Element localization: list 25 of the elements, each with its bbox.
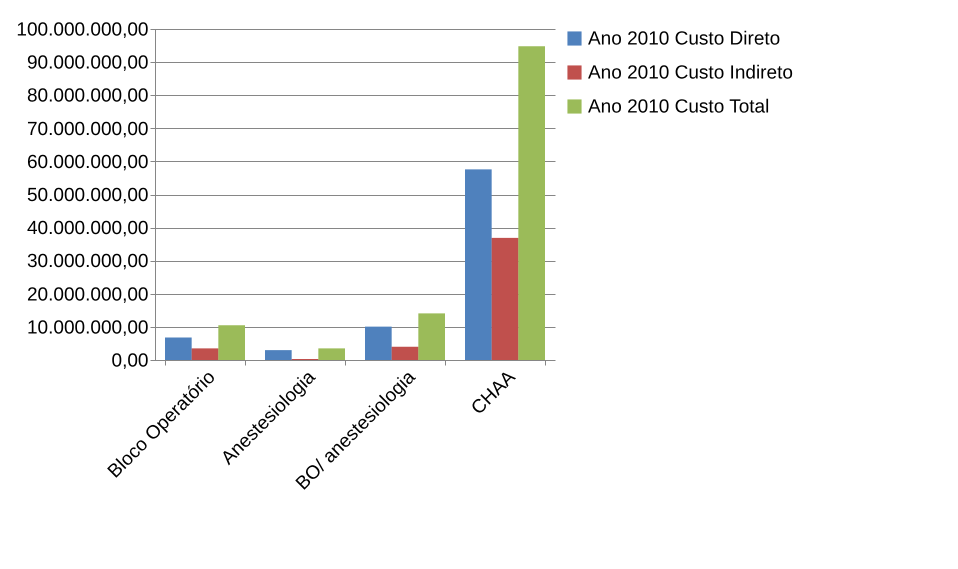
legend-label: Ano 2010 Custo Indireto xyxy=(588,62,793,84)
y-tick-label: 60.000.000,00 xyxy=(26,152,148,173)
bar xyxy=(318,348,345,360)
y-tick-label: 100.000.000,00 xyxy=(16,20,148,40)
bar xyxy=(365,326,392,360)
legend-label: Ano 2010 Custo Direto xyxy=(588,28,780,50)
bar xyxy=(165,337,192,360)
y-tick-label: 50.000.000,00 xyxy=(26,185,148,206)
y-tick-label: 30.000.000,00 xyxy=(26,251,148,272)
bar xyxy=(265,350,292,360)
y-tick-label: 40.000.000,00 xyxy=(26,218,148,240)
y-tick-label: 80.000.000,00 xyxy=(26,86,148,107)
bar xyxy=(465,169,492,360)
y-tick-label: 90.000.000,00 xyxy=(26,52,148,74)
legend-label: Ano 2010 Custo Total xyxy=(588,96,770,118)
y-tick-label: 0,00 xyxy=(112,350,148,372)
y-tick-label: 20.000.000,00 xyxy=(26,284,148,306)
y-tick-label: 70.000.000,00 xyxy=(26,118,148,140)
bar xyxy=(218,325,245,360)
bar xyxy=(518,46,545,360)
bar xyxy=(392,346,418,360)
y-tick-label: 10.000.000,00 xyxy=(26,317,148,338)
bar xyxy=(192,348,218,360)
bar xyxy=(492,238,518,360)
bar xyxy=(418,313,445,360)
